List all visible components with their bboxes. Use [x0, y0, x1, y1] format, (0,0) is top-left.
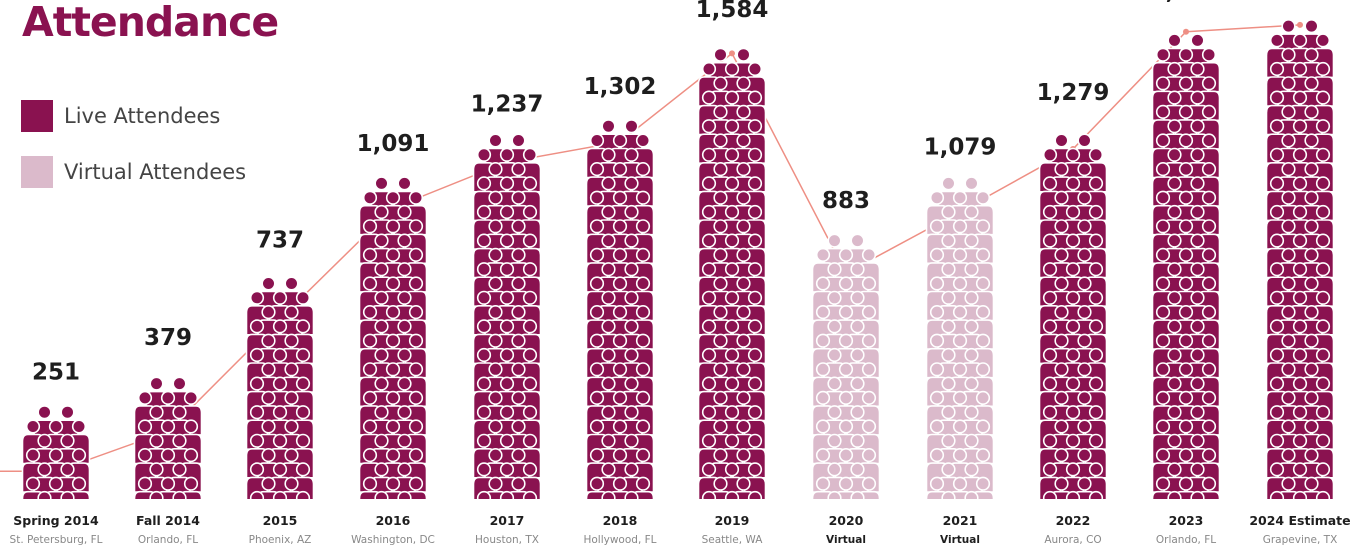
- value-label: 737: [256, 228, 304, 254]
- value-label: 1,279: [1037, 80, 1110, 106]
- attendance-bar: [1265, 18, 1335, 499]
- attendance-bar: [697, 47, 767, 499]
- location-label: Aurora, CO: [1044, 534, 1101, 546]
- person-icon: [1088, 490, 1104, 499]
- value-label: 883: [822, 188, 870, 214]
- person-icon: [374, 490, 389, 499]
- person-icon: [1167, 490, 1182, 499]
- legend-label-live: Live Attendees: [64, 104, 221, 128]
- category-label: 2015: [263, 513, 298, 528]
- person-icon: [149, 490, 164, 499]
- person-icon: [701, 490, 717, 499]
- location-label: Grapevine, TX: [1263, 534, 1338, 546]
- category-label: 2022: [1056, 513, 1091, 528]
- person-icon: [1065, 490, 1081, 499]
- attendance-bar: [21, 405, 91, 499]
- location-label: St. Petersburg, FL: [10, 534, 103, 546]
- trend-point: [729, 50, 735, 57]
- person-icon: [37, 490, 52, 499]
- legend-item-virtual: Virtual Attendees: [21, 156, 246, 188]
- attendance-bar: [472, 133, 542, 499]
- attendance-bar: [1038, 133, 1108, 499]
- legend-item-live: Live Attendees: [21, 100, 220, 132]
- person-icon: [585, 476, 609, 499]
- category-label: 2016: [376, 513, 411, 528]
- attendance-bar: [133, 376, 203, 499]
- person-icon: [850, 490, 865, 499]
- person-icon: [724, 490, 740, 499]
- person-icon: [272, 490, 288, 499]
- value-label: 1,237: [471, 92, 544, 118]
- value-label: 379: [144, 325, 192, 351]
- person-icon: [172, 490, 187, 499]
- category-label: 2023: [1169, 513, 1204, 528]
- attendance-bar: [811, 233, 881, 499]
- location-label: Phoenix, AZ: [249, 534, 312, 546]
- trend-point: [1297, 21, 1303, 28]
- attendance-bar: [925, 176, 995, 499]
- person-icon: [179, 476, 203, 499]
- person-icon: [1190, 490, 1205, 499]
- person-icon: [1151, 476, 1175, 499]
- person-icon: [1315, 490, 1331, 499]
- category-label: 2024 Estimate: [1249, 513, 1350, 528]
- person-icon: [1269, 490, 1285, 499]
- location-label: Houston, TX: [475, 534, 539, 546]
- category-label: Spring 2014: [13, 513, 99, 528]
- legend-swatch-live: [21, 100, 53, 132]
- category-label: 2021: [943, 513, 978, 528]
- category-label: Fall 2014: [136, 513, 200, 528]
- person-icon: [249, 490, 265, 499]
- person-icon: [964, 490, 979, 499]
- person-icon: [60, 490, 75, 499]
- category-label: 2018: [603, 513, 638, 528]
- person-icon: [601, 490, 616, 499]
- location-label: Hollywood, FL: [583, 534, 656, 546]
- value-label: 1,302: [584, 74, 657, 100]
- attendance-bar: [585, 119, 655, 499]
- person-icon: [522, 490, 538, 499]
- value-label: 1,091: [357, 131, 430, 157]
- attendance-bar: [358, 176, 428, 499]
- person-icon: [747, 490, 763, 499]
- category-label: 2017: [490, 513, 525, 528]
- legend-swatch-virtual: [21, 156, 53, 188]
- location-label: Orlando, FL: [1156, 534, 1216, 546]
- person-icon: [624, 490, 639, 499]
- location-label: Washington, DC: [351, 534, 435, 546]
- location-label: Seattle, WA: [702, 534, 764, 546]
- value-label: 1,584: [696, 0, 769, 23]
- category-label: 2020: [829, 513, 864, 528]
- chart-title: Attendance: [22, 0, 279, 46]
- person-icon: [499, 490, 515, 499]
- person-icon: [1300, 476, 1323, 499]
- value-label: 1,653: [1150, 0, 1223, 4]
- person-icon: [941, 490, 956, 499]
- value-label: 1,079: [924, 135, 997, 161]
- attendance-bar: [1151, 33, 1221, 499]
- person-icon: [827, 490, 842, 499]
- person-icon: [295, 490, 311, 499]
- legend-label-virtual: Virtual Attendees: [64, 160, 247, 184]
- person-icon: [397, 490, 412, 499]
- location-label: Virtual: [826, 534, 866, 546]
- value-label: 251: [32, 360, 80, 386]
- category-label: 2019: [715, 513, 750, 528]
- person-icon: [1197, 476, 1221, 499]
- attendance-bar: [245, 276, 315, 499]
- person-icon: [1042, 490, 1058, 499]
- trend-point: [1183, 28, 1189, 35]
- location-label: Orlando, FL: [138, 534, 198, 546]
- person-icon: [404, 476, 428, 499]
- person-icon: [1292, 490, 1308, 499]
- location-label: Virtual: [940, 534, 980, 546]
- person-icon: [476, 490, 492, 499]
